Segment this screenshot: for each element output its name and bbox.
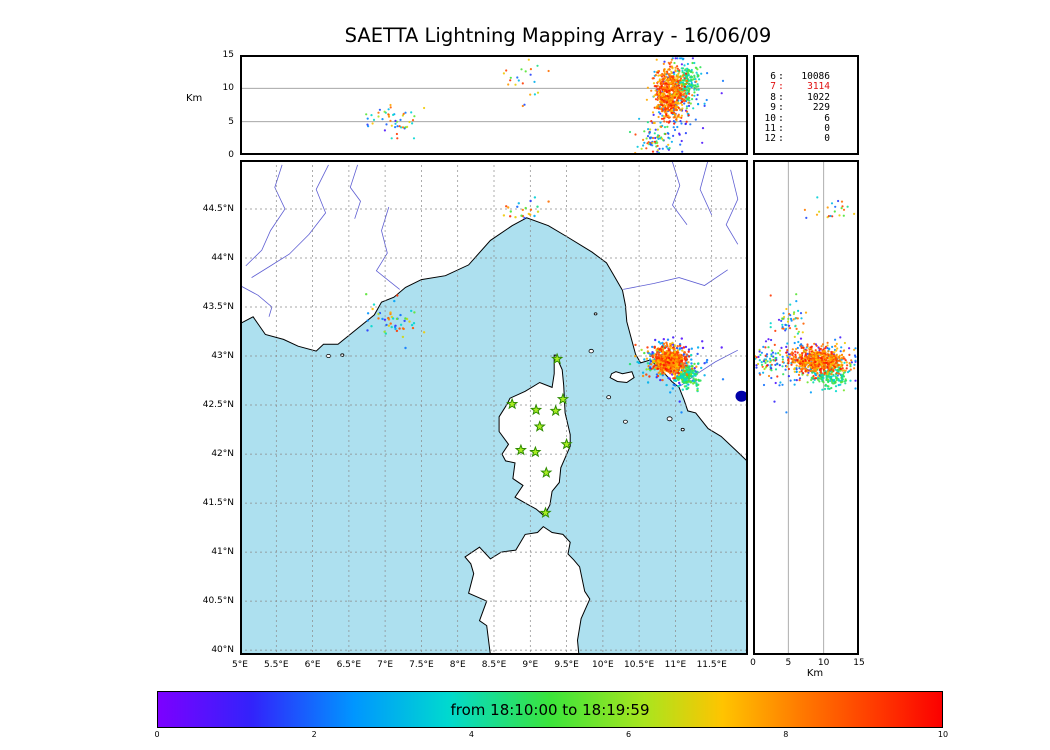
- lat-tick-42.5°N: 42.5°N: [202, 400, 234, 411]
- colorbar-tick-10: 10: [937, 730, 949, 739]
- river: [671, 160, 688, 225]
- lon-tick-10°E: 10°E: [592, 660, 614, 670]
- lon-tick-6°E: 6°E: [304, 660, 321, 670]
- river: [725, 169, 739, 245]
- lon-tick-5.5°E: 5.5°E: [264, 660, 289, 670]
- right-panel-bg: [753, 160, 859, 655]
- station-star: [540, 466, 553, 478]
- station-star: [529, 445, 542, 458]
- lat-tick-44.5°N: 44.5°N: [202, 204, 234, 214]
- colorbar-tick-2: 2: [311, 730, 317, 739]
- lon-tick-9°E: 9°E: [522, 660, 539, 670]
- river: [245, 164, 286, 267]
- small-island: [680, 427, 685, 432]
- station-count-row-9: 9:229: [770, 102, 830, 114]
- lat-tick-43°N: 43°N: [211, 351, 234, 362]
- alt-tick-15: 15: [222, 50, 234, 60]
- altitude-gridlines: [787, 160, 825, 655]
- lightning-points-alt-lat: [754, 196, 857, 414]
- coast-mainland: [240, 160, 748, 463]
- lat-tick-41°N: 41°N: [211, 547, 234, 558]
- right-km-tick-15: 15: [853, 658, 865, 668]
- lightning-points-map: [365, 196, 725, 414]
- alt-tick-0: 0: [228, 150, 234, 160]
- time-colorbar: from 18:10:00 to 18:19:59: [157, 691, 943, 728]
- right-km-tick-5: 5: [785, 658, 792, 668]
- altitude-vs-longitude-panel: [240, 55, 748, 155]
- small-island: [606, 395, 612, 400]
- altitude-vs-latitude-panel: [753, 160, 859, 655]
- station-count-row-11: 11:0: [764, 123, 830, 135]
- right-km-tick-10: 10: [817, 658, 830, 668]
- station-count-row-12: 12:0: [764, 133, 830, 145]
- station-count-row-6: 6:10086: [770, 71, 830, 82]
- station-source-counts-panel: 6:10086 7:3114 8:1022 9:229 10:6 11:0 12:0: [753, 55, 859, 155]
- lon-tick-7.5°E: 7.5°E: [409, 660, 434, 670]
- alt-tick-10: 10: [222, 83, 234, 94]
- figure-title: SAETTA Lightning Mapping Array - 16/06/0…: [344, 24, 772, 47]
- station-star: [560, 437, 573, 450]
- lat-tick-43.5°N: 43.5°N: [202, 302, 234, 313]
- river: [251, 164, 329, 278]
- lake: [735, 390, 748, 402]
- top-panel-border: [240, 55, 748, 155]
- small-island: [622, 419, 628, 424]
- station-star: [533, 420, 546, 432]
- lon-tick-8°E: 8°E: [449, 660, 466, 670]
- top-panel-km-axis-label: Km: [186, 93, 203, 104]
- colorbar-tick-4: 4: [468, 730, 474, 739]
- lon-tick-7°E: 7°E: [377, 660, 394, 670]
- river: [375, 206, 400, 290]
- lat-tick-41.5°N: 41.5°N: [202, 498, 234, 509]
- lon-tick-11°E: 11°E: [664, 660, 687, 670]
- colorbar-tick-6: 6: [626, 730, 632, 739]
- colorbar-time-range-label: from 18:10:00 to 18:19:59: [450, 700, 650, 719]
- coast-sardinia: [464, 525, 591, 655]
- small-island: [593, 312, 598, 316]
- lon-tick-9.5°E: 9.5°E: [554, 660, 579, 670]
- coast-corsica: [498, 354, 571, 517]
- station-count-row-8: 8:1022: [770, 91, 830, 103]
- lon-tick-10.5°E: 10.5°E: [624, 660, 655, 670]
- lat-tick-44°N: 44°N: [211, 253, 234, 264]
- lat-tick-40°N: 40°N: [211, 645, 234, 656]
- right-km-tick-0: 0: [750, 658, 756, 668]
- river: [699, 160, 713, 216]
- station-count-row-7: 7:3114: [770, 81, 830, 93]
- coast-elba: [609, 371, 635, 384]
- station-star: [551, 352, 564, 365]
- right-panel-km-axis-label: Km: [806, 668, 824, 679]
- small-island: [326, 353, 331, 358]
- station-star: [556, 392, 570, 405]
- colorbar-tick-8: 8: [783, 730, 789, 739]
- lon-tick-11.5°E: 11.5°E: [696, 660, 727, 670]
- lat-tick-40.5°N: 40.5°N: [202, 596, 234, 607]
- station-markers: [506, 352, 573, 519]
- lon-tick-5°E: 5°E: [232, 660, 248, 670]
- station-count-row-10: 10:6: [764, 112, 830, 124]
- right-panel-border: [753, 160, 859, 655]
- lightning-points-lon-alt: [365, 57, 725, 155]
- station-star: [539, 506, 552, 519]
- river: [240, 285, 273, 317]
- river: [623, 269, 728, 290]
- station-star: [529, 403, 543, 416]
- lon-tick-6.5°E: 6.5°E: [336, 660, 362, 670]
- small-island: [666, 416, 673, 422]
- station-star: [506, 397, 519, 410]
- river: [349, 164, 361, 219]
- map-panel: [240, 160, 748, 655]
- map-border: [240, 160, 748, 655]
- lat-tick-42°N: 42°N: [211, 449, 234, 460]
- station-star: [549, 404, 562, 417]
- alt-tick-5: 5: [228, 116, 234, 127]
- small-island: [588, 348, 594, 354]
- colorbar-tick-0: 0: [154, 730, 160, 739]
- lon-tick-8.5°E: 8.5°E: [481, 660, 507, 670]
- station-star: [514, 443, 527, 456]
- landmasses: [240, 160, 748, 655]
